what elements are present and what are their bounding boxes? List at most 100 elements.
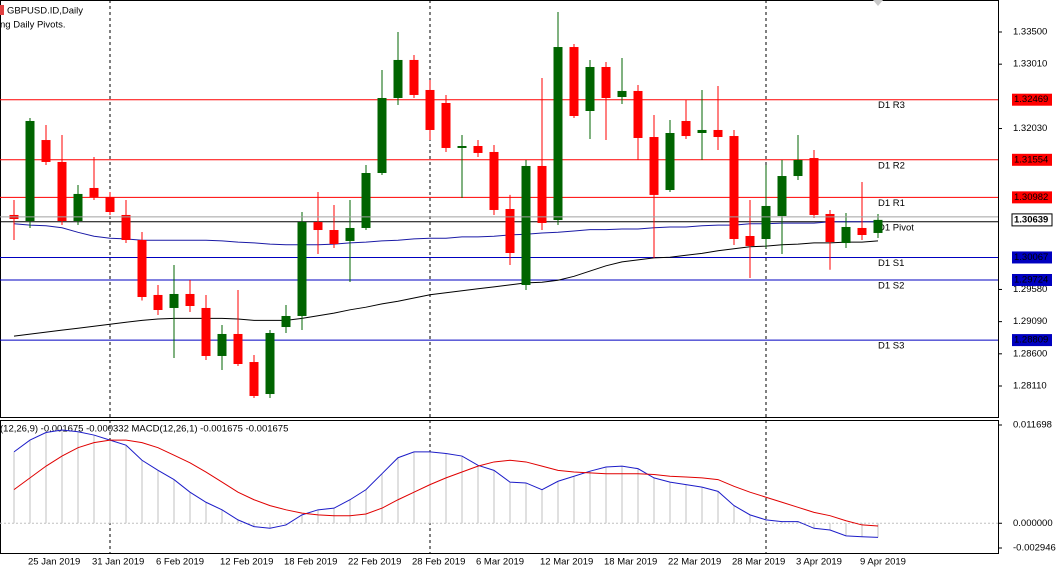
indicator-name: ng Daily Pivots. [0,20,65,31]
candle-body [409,59,419,95]
candle-body [329,230,339,244]
macd-y-tick-label: -0.002946 [1013,543,1056,554]
candle-body [297,221,307,316]
pivot-price-label: 1.32469 [1014,94,1048,105]
candle-body [585,66,595,111]
chart-title: GBPUSD.ID,Daily [7,6,83,17]
x-tick-label: 6 Feb 2019 [156,557,204,568]
candle-body [425,89,435,130]
pivot-price-box [1012,153,1052,166]
moving-average [13,240,879,337]
last-price-label: 1.30639 [1014,214,1048,225]
macd-panel [0,420,999,554]
pivot-price-box [1012,191,1052,204]
candle-body [169,293,179,308]
y-tick-label: 1.29580 [1013,284,1047,295]
candle-body [649,137,659,195]
candle-body [553,47,563,221]
x-tick-label: 6 Mar 2019 [476,557,524,568]
x-tick-label: 9 Apr 2019 [860,557,906,568]
candle-body [121,214,131,240]
candle-body [857,227,867,236]
candle-body [377,97,387,174]
candle-body [841,226,851,244]
y-tick-label: 1.33500 [1013,27,1047,38]
x-tick-label: 3 Apr 2019 [796,557,842,568]
candle-body [137,239,147,298]
y-tick-label: 1.32030 [1013,123,1047,134]
candle-body [713,129,723,138]
y-tick-label: 1.29090 [1013,316,1047,327]
candle-body [777,176,787,217]
candle-body [793,159,803,177]
y-tick-label: 1.28110 [1013,381,1047,392]
candle-body [809,158,819,215]
pivot-price-label: 1.29724 [1014,275,1048,286]
candle-body [681,120,691,137]
candle-body [665,133,675,191]
shift-marker [873,0,883,6]
pivot-label: D1 S3 [878,341,904,352]
pivot-price-box [1012,251,1052,264]
pivot-label: D1 R2 [878,160,905,171]
candle-body [489,151,499,210]
last-price-box [1011,213,1053,227]
candle-body [473,146,483,153]
candle-body [201,307,211,356]
candle-body [153,294,163,311]
candle-body [89,187,99,197]
pivot-price-label: 1.30982 [1014,192,1048,203]
macd-line [13,439,879,527]
candle-body [217,333,227,356]
candle-body [393,59,403,98]
candle-body [233,333,243,364]
candle-body [361,173,371,228]
pivot-price-label: 1.28809 [1014,335,1048,346]
candle-body [825,213,835,243]
pivot-price-label: 1.31554 [1014,154,1048,165]
candle-body [73,193,83,222]
x-tick-label: 18 Feb 2019 [284,557,337,568]
candle-body [185,293,195,307]
x-tick-label: 12 Feb 2019 [220,557,273,568]
pivot-label: D1 S1 [878,258,904,269]
candle-body [521,165,531,285]
x-tick-label: 28 Mar 2019 [732,557,785,568]
candle-body [25,120,35,222]
x-tick-label: 18 Mar 2019 [604,557,657,568]
pivot-label: D1 R1 [878,198,905,209]
candle-body [729,136,739,240]
pivot-price-label: 1.30067 [1014,252,1048,263]
candle-body [313,221,323,231]
macd-line [13,429,879,538]
x-tick-label: 25 Jan 2019 [28,557,80,568]
candle-body [57,161,67,222]
candle-body [617,90,627,98]
macd-y-tick-label: 0.000000 [1013,518,1053,529]
x-tick-label: 31 Jan 2019 [92,557,144,568]
x-tick-label: 22 Mar 2019 [668,557,721,568]
candle-body [41,140,51,162]
y-tick-label: 1.33010 [1013,59,1047,70]
pivot-label: D1 S2 [878,281,904,292]
pivot-label: D1 R3 [878,100,905,111]
candle-body [569,47,579,116]
pivot-price-box [1012,93,1052,106]
pivot-price-box [1012,334,1052,347]
candle-body [697,129,707,134]
candle-body [105,196,115,213]
candle-body [505,208,515,253]
candle-body [265,332,275,395]
candle-body [457,146,467,148]
candle-body [761,205,771,240]
candle-body [249,362,259,396]
pivot-label: D1 Pivot [878,222,914,233]
candle-body [537,165,547,223]
candle-body [745,235,755,246]
title-icon [0,5,4,15]
macd-label: (12,26,9) -0.001675 -0.000332 MACD(12,26… [0,424,288,435]
y-tick-label: 1.28600 [1013,348,1047,359]
pivot-price-box [1012,273,1052,286]
